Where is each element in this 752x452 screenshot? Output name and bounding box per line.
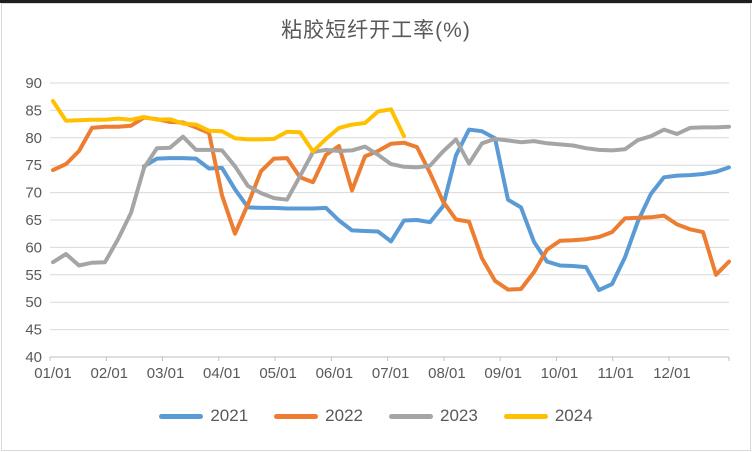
x-tick-label: 12/01: [653, 365, 691, 382]
x-tick-label: 05/01: [259, 365, 297, 382]
line-2021: [142, 127, 731, 293]
legend-item-2022: 2022: [274, 406, 363, 426]
y-tick-label: 45: [25, 322, 42, 339]
y-tick-label: 65: [25, 212, 42, 229]
legend-swatch-2022: [274, 413, 319, 419]
legend-item-2021: 2021: [159, 406, 248, 426]
x-tick-label: 10/01: [541, 365, 579, 382]
y-tick-label: 50: [25, 294, 42, 311]
legend-label: 2021: [210, 406, 249, 425]
line-2023: [51, 124, 731, 268]
legend-label: 2022: [325, 406, 363, 425]
y-tick-label: 55: [25, 267, 42, 284]
legend-item-2023: 2023: [389, 406, 478, 426]
legend-label: 2023: [440, 406, 478, 425]
legend-swatch-2024: [503, 413, 548, 419]
y-tick-label: 80: [25, 130, 42, 147]
y-tick-label: 60: [25, 239, 42, 256]
x-tick-label: 01/01: [34, 365, 72, 382]
chart-title: 粘胶短纤开工率(%): [281, 19, 471, 42]
y-tick-label: 85: [25, 102, 42, 119]
legend-swatch-2021: [159, 413, 204, 419]
y-tick-label: 40: [25, 349, 42, 366]
legend-item-2024: 2024: [503, 406, 593, 426]
line-2024: [51, 99, 406, 154]
x-tick-label: 06/01: [316, 365, 354, 382]
legend-swatch-2023: [389, 413, 433, 419]
legend-label: 2024: [554, 406, 593, 425]
x-tick-label: 09/01: [484, 365, 522, 382]
x-tick-label: 08/01: [428, 365, 466, 382]
x-tick-label: 07/01: [372, 365, 410, 382]
chart-legend: 2021 2022 2023 2024: [0, 406, 752, 426]
x-tick-label: 02/01: [90, 365, 128, 382]
x-tick-label: 03/01: [147, 365, 185, 382]
line-2022: [51, 115, 731, 292]
y-tick-label: 75: [25, 157, 42, 174]
y-tick-label: 90: [25, 75, 42, 92]
x-tick-label: 11/01: [598, 365, 634, 382]
y-tick-label: 70: [25, 185, 42, 202]
x-tick-label: 04/01: [203, 365, 241, 382]
window-top-border: [0, 0, 752, 3]
